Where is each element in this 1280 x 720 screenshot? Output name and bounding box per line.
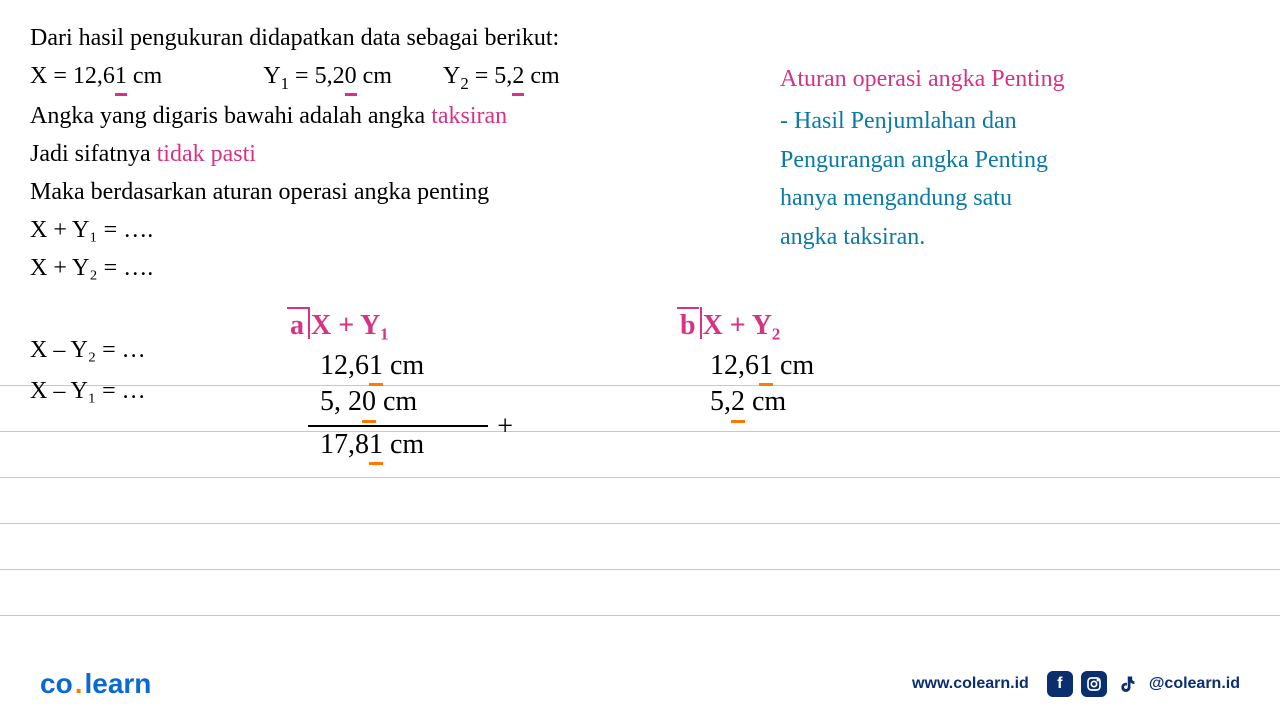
- taksiran-word: taksiran: [431, 103, 507, 129]
- rule-note: Aturan operasi angka Penting - Hasil Pen…: [780, 60, 1240, 256]
- calc-a-r2-u: 0: [362, 384, 376, 420]
- logo-co: co: [40, 668, 73, 699]
- facebook-icon: f: [1047, 671, 1073, 697]
- social-handle: @colearn.id: [1149, 675, 1240, 693]
- y1-sub: 1: [281, 74, 289, 93]
- equations-left: X – Y₂ = … X – Y₁ = …: [0, 310, 230, 412]
- y2-underlined-digit: 2: [512, 58, 524, 94]
- rule-line: [0, 570, 1280, 616]
- footer-url: www.colearn.id: [912, 675, 1029, 693]
- rule-body-1: - Hasil Penjumlahan dan: [780, 102, 1240, 140]
- calc-b-row1: 12,61 cm: [680, 348, 814, 384]
- calc-b-r2-post: cm: [745, 386, 786, 417]
- y1-underlined-digit: 0: [345, 58, 357, 94]
- y2-eq: = 5,: [469, 63, 513, 89]
- calc-a-r2-pre: 5, 2: [320, 386, 362, 417]
- calc-a-r1-pre: 12,6: [320, 350, 369, 381]
- tiktok-icon: [1115, 671, 1141, 697]
- calc-a-header: a X + Y₁: [290, 310, 488, 342]
- calculation-a: a X + Y₁ 12,61 cm 5, 20 cm + 17,81 cm: [290, 310, 488, 463]
- logo-learn: learn: [84, 668, 151, 699]
- calc-b-r1-pre: 12,6: [710, 350, 759, 381]
- calc-a-row1: 12,61 cm: [290, 348, 488, 384]
- instagram-icon: [1081, 671, 1107, 697]
- footer: co.learn www.colearn.id f @colearn.id: [0, 668, 1280, 700]
- calc-b-r1-post: cm: [773, 350, 814, 381]
- work-area: X – Y₂ = … X – Y₁ = … a X + Y₁ 12,61 cm …: [0, 310, 1280, 412]
- calc-b-letter: b: [680, 310, 696, 342]
- rule-body-4: angka taksiran.: [780, 218, 1240, 256]
- rule-line: [0, 432, 1280, 478]
- rule-body-2: Pengurangan angka Penting: [780, 141, 1240, 179]
- calculation-b: b X + Y₂ 12,61 cm 5,2 cm: [680, 310, 814, 421]
- eq-3: X – Y₂ = …: [30, 330, 230, 371]
- calc-a-row3: 17,81 cm: [290, 427, 488, 463]
- eq-4: X – Y₁ = …: [30, 371, 230, 412]
- y2-sub: 2: [460, 74, 468, 93]
- calc-a-r1-post: cm: [383, 350, 424, 381]
- plus-sign: +: [497, 411, 513, 443]
- logo-dot: .: [73, 668, 85, 699]
- x-unit: cm: [127, 63, 162, 89]
- calc-b-r2-pre: 5,: [710, 386, 731, 417]
- y1-label: Y: [263, 63, 280, 89]
- calc-a-row2: 5, 20 cm: [290, 384, 488, 420]
- y2-unit: cm: [524, 63, 559, 89]
- rule-body-3: hanya mengandung satu: [780, 179, 1240, 217]
- calc-a-r3-pre: 17,8: [320, 429, 369, 460]
- line4-text: Jadi sifatnya: [30, 141, 157, 167]
- footer-right: www.colearn.id f @colearn.id: [912, 671, 1240, 697]
- y1-eq: = 5,2: [289, 63, 345, 89]
- logo: co.learn: [40, 668, 151, 700]
- line3-text: Angka yang digaris bawahi adalah angka: [30, 103, 431, 129]
- calc-a-r1-u: 1: [369, 348, 383, 384]
- x-underlined-digit: 1: [115, 58, 127, 94]
- calc-a-r3-u: 1: [369, 427, 383, 463]
- calc-a-r2-post: cm: [376, 386, 417, 417]
- calc-b-r2-u: 2: [731, 384, 745, 420]
- rule-title: Aturan operasi angka Penting: [780, 60, 1240, 98]
- calc-a-letter: a: [290, 310, 304, 342]
- calc-a-sumline: +: [308, 425, 488, 427]
- calc-b-expr: X + Y₂: [696, 310, 781, 341]
- calc-a-expr: X + Y₁: [304, 310, 389, 341]
- calc-b-header: b X + Y₂: [680, 310, 814, 342]
- calc-a-r3-post: cm: [383, 429, 424, 460]
- rule-line: [0, 524, 1280, 570]
- calc-b-row2: 5,2 cm: [680, 384, 814, 420]
- line-intro: Dari hasil pengukuran didapatkan data se…: [30, 20, 1250, 56]
- y1-unit: cm: [357, 63, 392, 89]
- calc-b-r1-u: 1: [759, 348, 773, 384]
- x-value: X = 12,6: [30, 63, 115, 89]
- y2-label: Y: [443, 63, 460, 89]
- social-icons: f @colearn.id: [1047, 671, 1240, 697]
- rule-line: [0, 478, 1280, 524]
- tidak-pasti-word: tidak pasti: [157, 141, 256, 167]
